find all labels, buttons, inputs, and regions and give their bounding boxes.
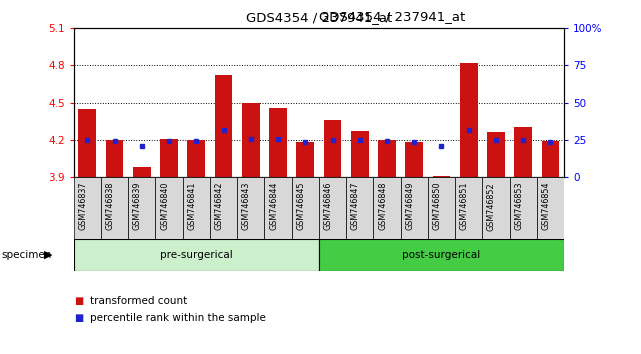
Bar <box>455 177 483 239</box>
Bar <box>210 177 237 239</box>
Bar <box>324 120 342 177</box>
Text: GSM746846: GSM746846 <box>324 182 333 230</box>
Bar <box>160 138 178 177</box>
Text: GSM746838: GSM746838 <box>106 182 115 230</box>
Text: specimen: specimen <box>1 250 52 260</box>
Text: GDS4354 / 237941_at: GDS4354 / 237941_at <box>246 11 392 24</box>
Bar <box>405 142 423 177</box>
Text: GSM746850: GSM746850 <box>433 182 442 230</box>
Bar <box>460 63 478 177</box>
Bar <box>187 140 205 177</box>
Text: GSM746852: GSM746852 <box>487 182 496 230</box>
Bar <box>510 177 537 239</box>
Bar <box>433 176 451 177</box>
Text: GSM746851: GSM746851 <box>460 182 469 230</box>
Bar <box>155 177 183 239</box>
Text: GSM746842: GSM746842 <box>215 182 224 230</box>
Bar <box>215 75 233 177</box>
Text: GSM746848: GSM746848 <box>378 182 387 230</box>
Bar <box>269 108 287 177</box>
Text: GSM746843: GSM746843 <box>242 182 251 230</box>
Bar <box>351 131 369 177</box>
Bar <box>346 177 373 239</box>
Bar <box>128 177 155 239</box>
Text: GSM746840: GSM746840 <box>160 182 169 230</box>
Text: GSM746854: GSM746854 <box>542 182 551 230</box>
Text: GSM746847: GSM746847 <box>351 182 360 230</box>
Text: ■: ■ <box>74 313 83 323</box>
Bar <box>514 127 532 177</box>
Text: GSM746839: GSM746839 <box>133 182 142 230</box>
Bar <box>428 177 455 239</box>
Bar <box>401 177 428 239</box>
Text: GSM746837: GSM746837 <box>78 182 87 230</box>
Bar <box>296 142 314 177</box>
Bar <box>74 177 101 239</box>
Bar <box>106 140 124 177</box>
Text: GSM746844: GSM746844 <box>269 182 278 230</box>
Bar <box>74 239 319 271</box>
Text: percentile rank within the sample: percentile rank within the sample <box>90 313 265 323</box>
Bar <box>265 177 292 239</box>
Text: ■: ■ <box>74 296 83 306</box>
Text: GSM746853: GSM746853 <box>514 182 523 230</box>
Text: GSM746849: GSM746849 <box>405 182 414 230</box>
Bar <box>78 109 96 177</box>
Text: transformed count: transformed count <box>90 296 187 306</box>
Bar <box>133 167 151 177</box>
Text: pre-surgerical: pre-surgerical <box>160 250 233 260</box>
Bar <box>374 177 401 239</box>
Bar <box>319 239 564 271</box>
Text: post-surgerical: post-surgerical <box>403 250 481 260</box>
Text: GSM746841: GSM746841 <box>187 182 196 230</box>
Bar <box>487 132 505 177</box>
Bar <box>483 177 510 239</box>
Text: GDS4354 / 237941_at: GDS4354 / 237941_at <box>319 10 465 23</box>
Bar <box>242 103 260 177</box>
Bar <box>292 177 319 239</box>
Bar <box>542 141 560 177</box>
Bar <box>319 177 346 239</box>
Text: GSM746845: GSM746845 <box>296 182 305 230</box>
Bar <box>378 140 396 177</box>
Bar <box>101 177 128 239</box>
Bar <box>237 177 264 239</box>
Text: ▶: ▶ <box>44 250 53 260</box>
Bar <box>537 177 564 239</box>
Bar <box>183 177 210 239</box>
